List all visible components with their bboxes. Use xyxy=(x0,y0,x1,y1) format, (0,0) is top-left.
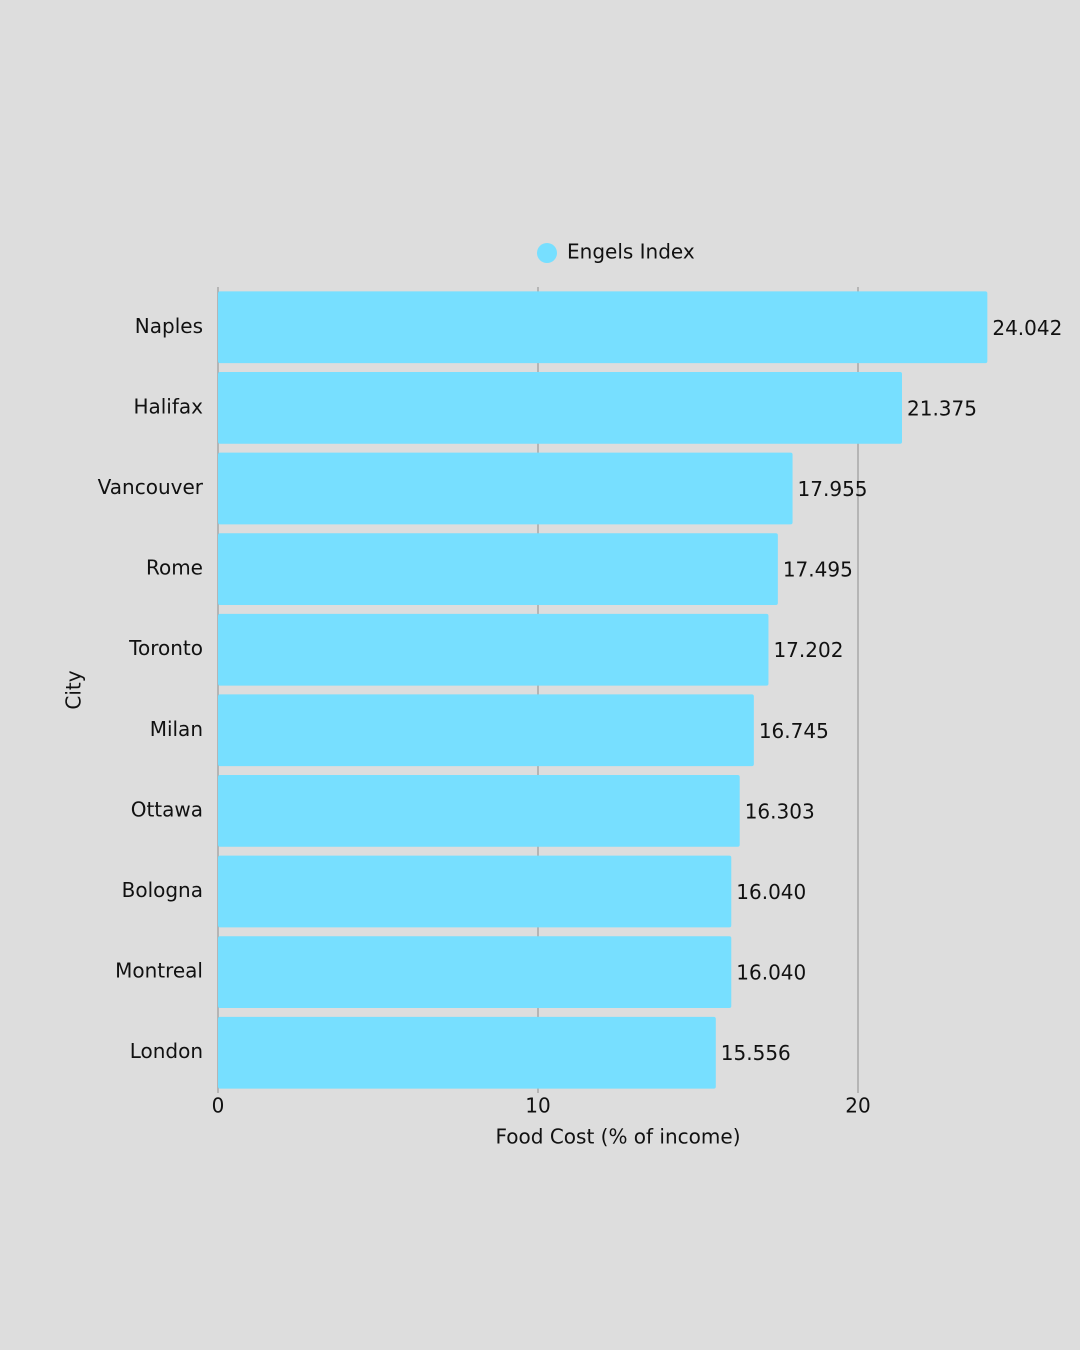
y-axis-label: City xyxy=(62,670,86,709)
bar xyxy=(218,452,793,525)
y-tick-label: Vancouver xyxy=(98,475,204,499)
y-tick-label: Halifax xyxy=(133,394,203,418)
bar xyxy=(218,613,769,686)
y-tick-label: Montreal xyxy=(115,959,203,983)
value-label: 16.040 xyxy=(736,961,806,985)
y-tick-label: Naples xyxy=(135,314,203,338)
value-label: 16.303 xyxy=(745,799,815,823)
value-label: 15.556 xyxy=(721,1041,791,1065)
bar xyxy=(218,1016,716,1089)
y-tick-label: Rome xyxy=(146,556,203,580)
bar xyxy=(218,533,778,605)
y-tick-label: Milan xyxy=(150,717,203,741)
x-tick-label: 10 xyxy=(525,1094,550,1118)
value-label: 16.745 xyxy=(759,719,829,743)
x-tick-label: 0 xyxy=(212,1094,225,1118)
value-label: 16.040 xyxy=(736,880,806,904)
value-label: 21.375 xyxy=(907,396,977,420)
bar xyxy=(218,694,754,767)
bar xyxy=(218,936,732,1008)
y-tick-label: Bologna xyxy=(122,878,203,902)
bar xyxy=(218,291,988,364)
y-tick-label: Ottawa xyxy=(131,797,203,821)
value-label: 24.042 xyxy=(992,316,1062,340)
value-label: 17.955 xyxy=(798,477,868,501)
legend-marker xyxy=(537,243,557,263)
legend-label: Engels Index xyxy=(567,240,695,264)
y-tick-label: Toronto xyxy=(128,636,203,660)
y-tick-label: London xyxy=(130,1039,203,1063)
bar xyxy=(218,775,740,847)
value-label: 17.495 xyxy=(783,558,853,582)
bar xyxy=(218,855,732,928)
x-axis-label: Food Cost (% of income) xyxy=(496,1125,741,1149)
x-tick-label: 20 xyxy=(845,1094,870,1118)
value-label: 17.202 xyxy=(773,638,843,662)
bar xyxy=(218,372,902,444)
